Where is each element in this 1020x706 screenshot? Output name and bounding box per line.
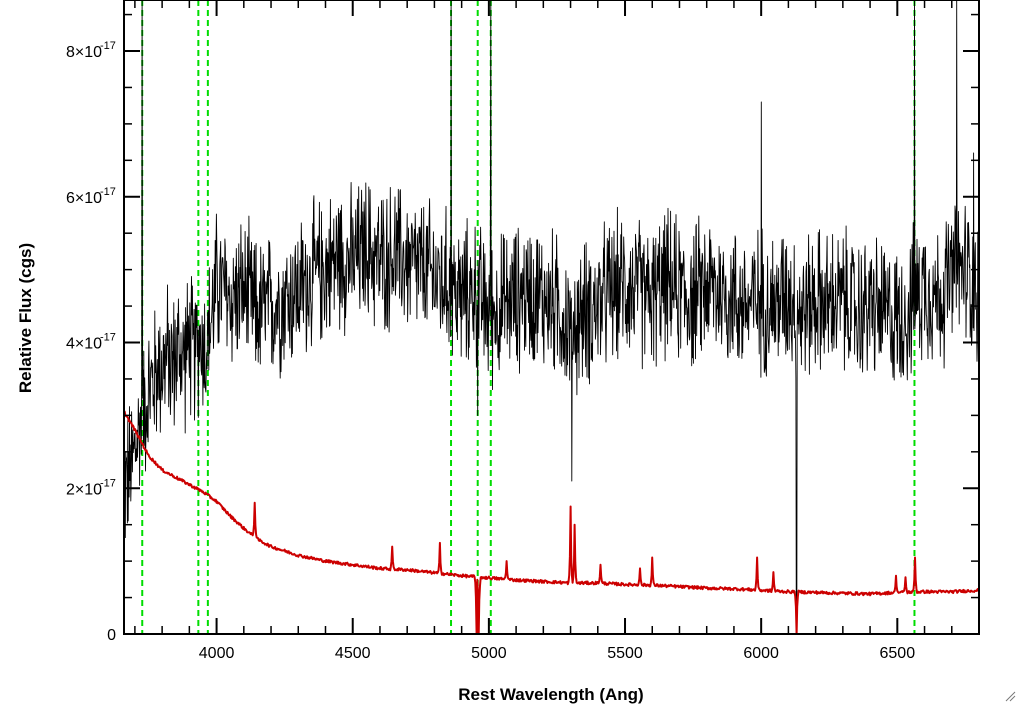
series-group [123,0,980,635]
x-tick-label-0: 4000 [199,645,235,662]
y-tick-label-4: 8×10 [66,44,102,61]
resize-grip-icon[interactable] [1004,690,1016,702]
series-model-line [123,410,980,635]
x-tick-label-2: 5000 [471,645,507,662]
y-tick-label-0: 0 [107,627,116,644]
x-tick-label-4: 6000 [743,645,779,662]
series-spectrum-line [123,0,980,635]
x-tick-label-5: 6500 [880,645,916,662]
axes: 4000 4500 5000 5500 6000 650002×10-174×10-176… [66,0,980,662]
x-tick-label-3: 5500 [607,645,643,662]
y-tick-label-1: 2×10 [66,481,102,498]
x-axis-title: Rest Wavelength (Ang) [458,685,643,704]
y-tick-exponent-1: -17 [100,477,116,489]
plot-frame [123,0,980,635]
y-tick-label-3: 6×10 [66,190,102,207]
y-tick-label-2: 4×10 [66,336,102,353]
y-tick-exponent-3: -17 [100,186,116,198]
y-tick-exponent-4: -17 [100,40,116,52]
y-tick-exponent-2: -17 [100,332,116,344]
x-tick-label-1: 4500 [335,645,371,662]
y-axis-title: Relative Flux (cgs) [16,243,35,393]
